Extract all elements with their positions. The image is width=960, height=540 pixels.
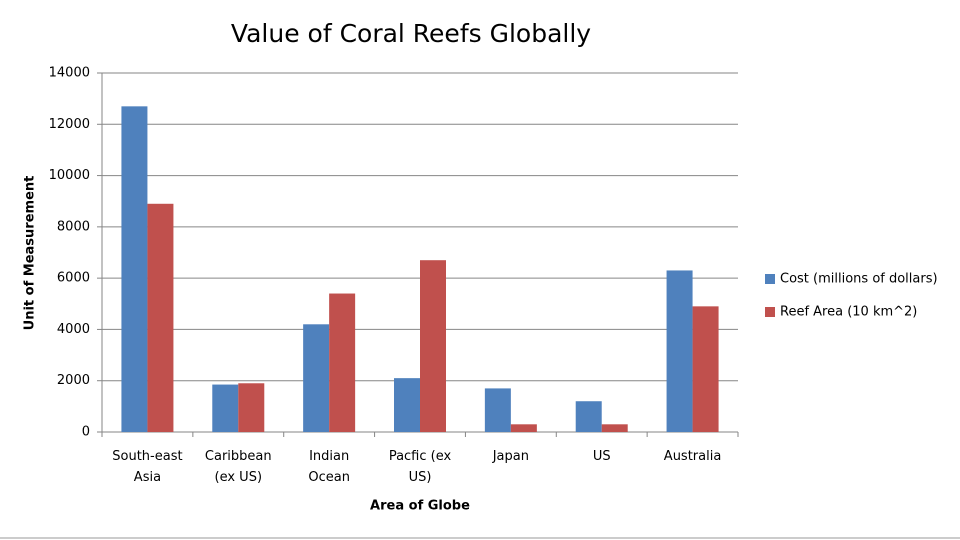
legend-swatch [765,274,775,284]
bar [303,324,330,432]
bar [666,270,693,432]
legend-swatch [765,307,775,317]
bar [484,388,511,432]
x-tick-label: Japan [492,449,529,464]
bar [329,293,356,432]
y-tick-label: 10000 [49,168,90,183]
x-tick-label: South-east Asia [112,449,183,485]
x-axis-label: Area of Globe [370,499,470,514]
bar [238,383,265,432]
bar [575,401,602,432]
bar [601,424,628,432]
y-tick-label: 12000 [49,117,90,132]
chart-title: Value of Coral Reefs Globally [231,19,591,48]
x-tick-label: Indian Ocean [308,449,350,485]
y-tick-label: 0 [82,425,90,440]
x-tick-label: Caribbean (ex US) [204,449,272,485]
y-tick-label: 8000 [57,219,90,234]
bar [121,106,148,432]
bar [510,424,537,432]
y-tick-label: 4000 [57,322,90,337]
x-tick-label: Australia [663,449,722,464]
y-axis-label: Unit of Measurement [23,176,38,331]
y-tick-label: 2000 [57,373,90,388]
x-tick-label: Pacfic (ex US) [388,449,452,485]
x-tick-label: US [592,449,611,464]
bar [692,306,719,432]
bar [147,203,174,432]
bar [212,384,239,432]
legend-label: Reef Area (10 km^2) [780,305,917,320]
y-tick-label: 14000 [49,66,90,81]
y-tick-label: 6000 [57,271,90,286]
bar [394,378,420,432]
bar [420,260,446,432]
legend-label: Cost (millions of dollars) [780,272,938,287]
